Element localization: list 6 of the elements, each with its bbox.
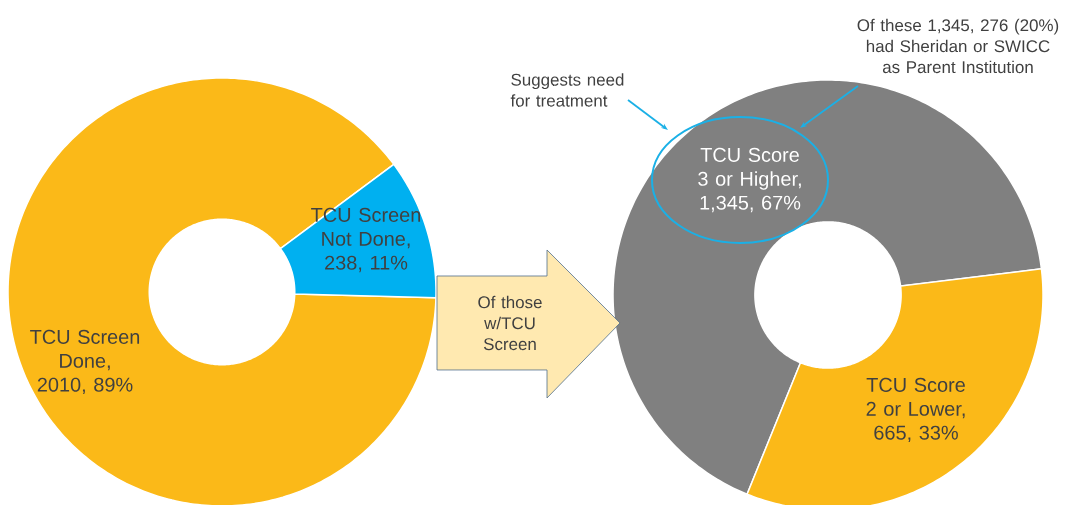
text: Of those w/TCU Screen [478,295,542,351]
slice-label: TCU Score 2 or Lower, 665, 33% [866,377,965,443]
text: Of these 1,345, 276 (20%) had Sheridan or SWICC as Parent Institution [857,18,1059,74]
slice-label: TCU Screen Done, 2010, 89% [30,329,140,395]
slice-label: TCU Score 3 or Higher, 1,345, 67% [698,147,801,213]
text: Suggests need for treatment [510,73,624,107]
